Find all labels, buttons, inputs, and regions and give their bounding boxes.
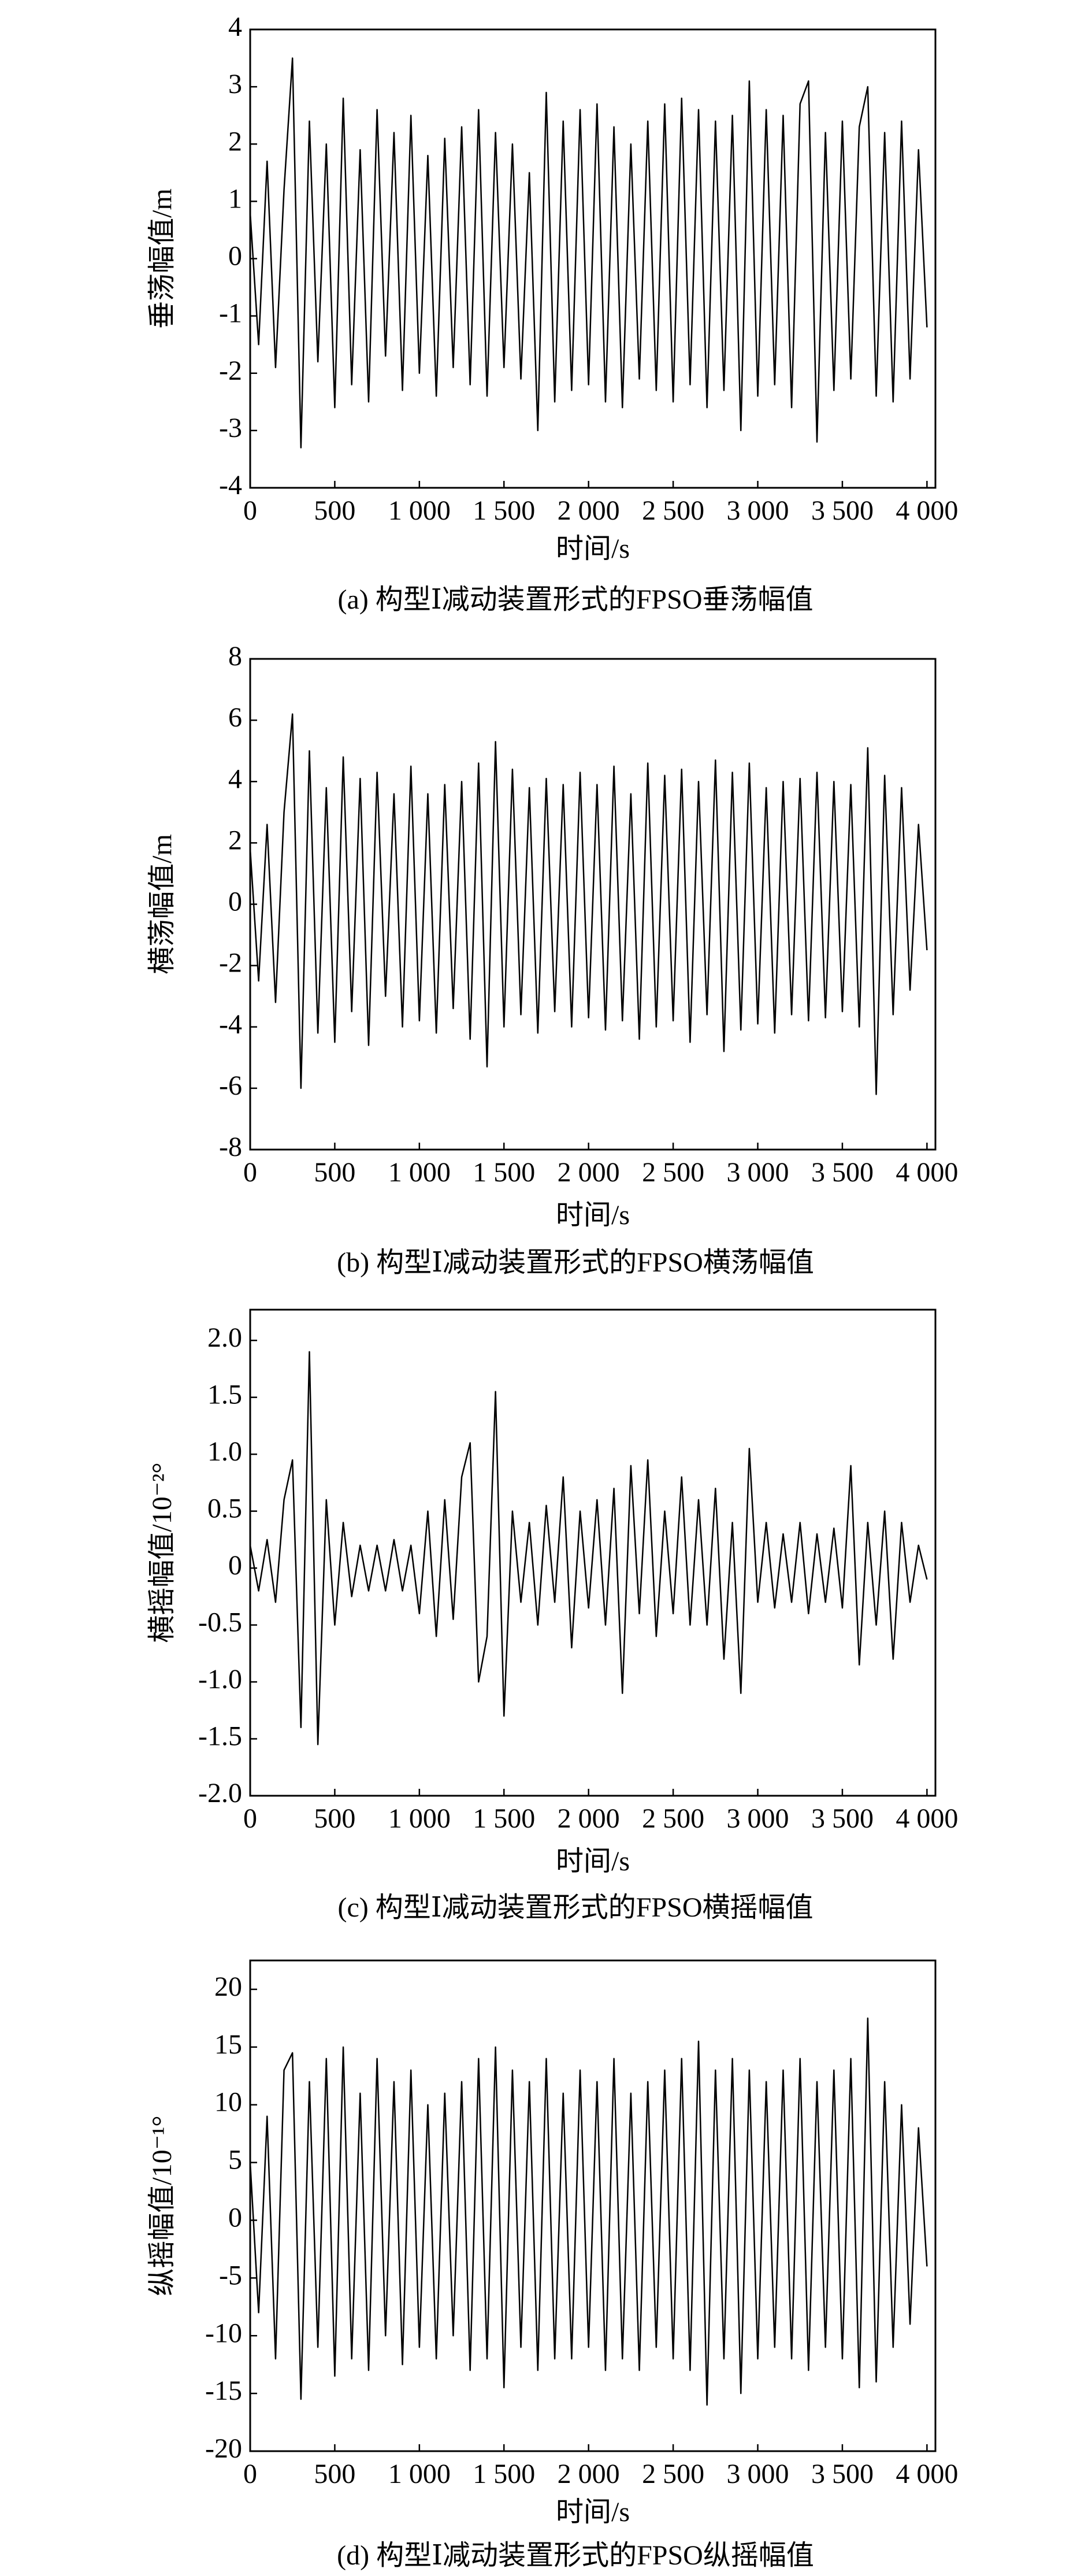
x-tick-label: 3 500 bbox=[811, 1803, 874, 1834]
x-tick-label: 2 500 bbox=[642, 2459, 704, 2489]
y-tick-label: -2.0 bbox=[198, 1778, 242, 1808]
y-tick-label: 2 bbox=[228, 126, 242, 157]
x-tick-label: 1 000 bbox=[388, 2459, 451, 2489]
y-tick-label: -6 bbox=[219, 1070, 242, 1101]
x-tick-label: 2 500 bbox=[642, 1157, 704, 1188]
y-tick-label: -0.5 bbox=[198, 1607, 242, 1638]
y-tick-label: 1.5 bbox=[207, 1380, 242, 1410]
y-tick-label: 1 bbox=[228, 183, 242, 214]
x-tick-label: 500 bbox=[314, 1157, 355, 1188]
caption: (c) 构型Ⅰ减动装置形式的FPSO横摇幅值 bbox=[338, 1892, 814, 1923]
y-axis-label: 横荡幅值/m bbox=[147, 834, 177, 974]
y-tick-label: -2 bbox=[219, 948, 242, 978]
y-tick-label: 0 bbox=[228, 1550, 242, 1581]
y-tick-label: -1.0 bbox=[198, 1664, 242, 1695]
y-tick-label: 1.0 bbox=[207, 1436, 242, 1467]
plot-frame bbox=[249, 1309, 937, 1797]
y-tick-label: 2.0 bbox=[207, 1322, 242, 1353]
x-tick-label: 3 500 bbox=[811, 1157, 874, 1188]
x-tick-label: 2 500 bbox=[642, 495, 704, 526]
y-tick-label: 5 bbox=[228, 2145, 242, 2175]
caption: (a) 构型Ⅰ减动装置形式的FPSO垂荡幅值 bbox=[338, 584, 814, 615]
y-tick-label: -15 bbox=[205, 2375, 242, 2406]
x-tick-label: 1 500 bbox=[473, 1157, 535, 1188]
y-tick-label: 10 bbox=[214, 2087, 242, 2118]
x-tick-label: 500 bbox=[314, 1803, 355, 1834]
x-tick-label: 500 bbox=[314, 495, 355, 526]
y-tick-label: 4 bbox=[228, 763, 242, 794]
x-tick-label: 2 500 bbox=[642, 1803, 704, 1834]
y-tick-label: -1.5 bbox=[198, 1721, 242, 1752]
x-tick-label: 1 500 bbox=[473, 2459, 535, 2489]
plot-frame bbox=[249, 1959, 937, 2452]
y-tick-label: -2 bbox=[219, 355, 242, 386]
x-tick-label: 3 000 bbox=[727, 2459, 789, 2489]
x-tick-label: 0 bbox=[243, 2459, 257, 2489]
y-tick-label: 0 bbox=[228, 2202, 242, 2233]
x-tick-label: 0 bbox=[243, 1157, 257, 1188]
x-axis-label: 时间/s bbox=[556, 533, 630, 564]
y-tick-label: -4 bbox=[219, 470, 242, 501]
y-tick-label: 2 bbox=[228, 825, 242, 855]
x-tick-label: 2 000 bbox=[558, 1803, 620, 1834]
y-axis-label: 垂荡幅值/m bbox=[147, 188, 177, 329]
x-tick-label: 3 000 bbox=[727, 495, 789, 526]
data-line bbox=[249, 1351, 928, 1745]
y-tick-label: 6 bbox=[228, 702, 242, 733]
x-tick-label: 1 500 bbox=[473, 1803, 535, 1834]
data-line bbox=[249, 2017, 928, 2406]
y-tick-label: 15 bbox=[214, 2029, 242, 2060]
x-tick-label: 3 000 bbox=[727, 1157, 789, 1188]
y-tick-label: -8 bbox=[219, 1132, 242, 1162]
x-tick-label: 1 000 bbox=[388, 1803, 451, 1834]
y-tick-label: 4 bbox=[228, 12, 242, 42]
x-tick-label: 4 000 bbox=[896, 2459, 958, 2489]
y-tick-label: -3 bbox=[219, 413, 242, 443]
y-tick-label: 0 bbox=[228, 241, 242, 272]
x-axis-label: 时间/s bbox=[556, 1846, 630, 1877]
y-tick-label: -20 bbox=[205, 2433, 242, 2464]
caption: (d) 构型Ⅰ减动装置形式的FPSO纵摇幅值 bbox=[337, 2540, 814, 2571]
x-tick-label: 4 000 bbox=[896, 1157, 958, 1188]
y-tick-label: -4 bbox=[219, 1009, 242, 1040]
x-tick-label: 1 000 bbox=[388, 1157, 451, 1188]
x-tick-label: 0 bbox=[243, 1803, 257, 1834]
y-axis-label: 横摇幅值/10⁻²° bbox=[147, 1462, 177, 1643]
y-tick-label: 20 bbox=[214, 1971, 242, 2002]
y-tick-label: 8 bbox=[228, 641, 242, 672]
x-axis-label: 时间/s bbox=[556, 1200, 630, 1230]
y-tick-label: -1 bbox=[219, 298, 242, 329]
x-tick-label: 2 000 bbox=[558, 1157, 620, 1188]
x-tick-label: 500 bbox=[314, 2459, 355, 2489]
x-tick-label: 3 000 bbox=[727, 1803, 789, 1834]
x-tick-label: 3 500 bbox=[811, 495, 874, 526]
data-line bbox=[249, 713, 928, 1095]
x-tick-label: 3 500 bbox=[811, 2459, 874, 2489]
y-axis-label: 纵摇幅值/10⁻¹° bbox=[147, 2115, 177, 2296]
y-tick-label: 3 bbox=[228, 69, 242, 99]
x-tick-label: 0 bbox=[243, 495, 257, 526]
data-line bbox=[249, 57, 928, 449]
y-tick-label: -10 bbox=[205, 2318, 242, 2348]
x-tick-label: 2 000 bbox=[558, 495, 620, 526]
x-tick-label: 4 000 bbox=[896, 1803, 958, 1834]
x-tick-label: 1 500 bbox=[473, 495, 535, 526]
caption: (b) 构型Ⅰ减动装置形式的FPSO横荡幅值 bbox=[337, 1247, 814, 1278]
y-tick-label: -5 bbox=[219, 2260, 242, 2290]
x-tick-label: 1 000 bbox=[388, 495, 451, 526]
x-tick-label: 4 000 bbox=[896, 495, 958, 526]
y-tick-label: 0 bbox=[228, 887, 242, 917]
y-tick-label: 0.5 bbox=[207, 1493, 242, 1524]
x-tick-label: 2 000 bbox=[558, 2459, 620, 2489]
x-axis-label: 时间/s bbox=[556, 2497, 630, 2527]
